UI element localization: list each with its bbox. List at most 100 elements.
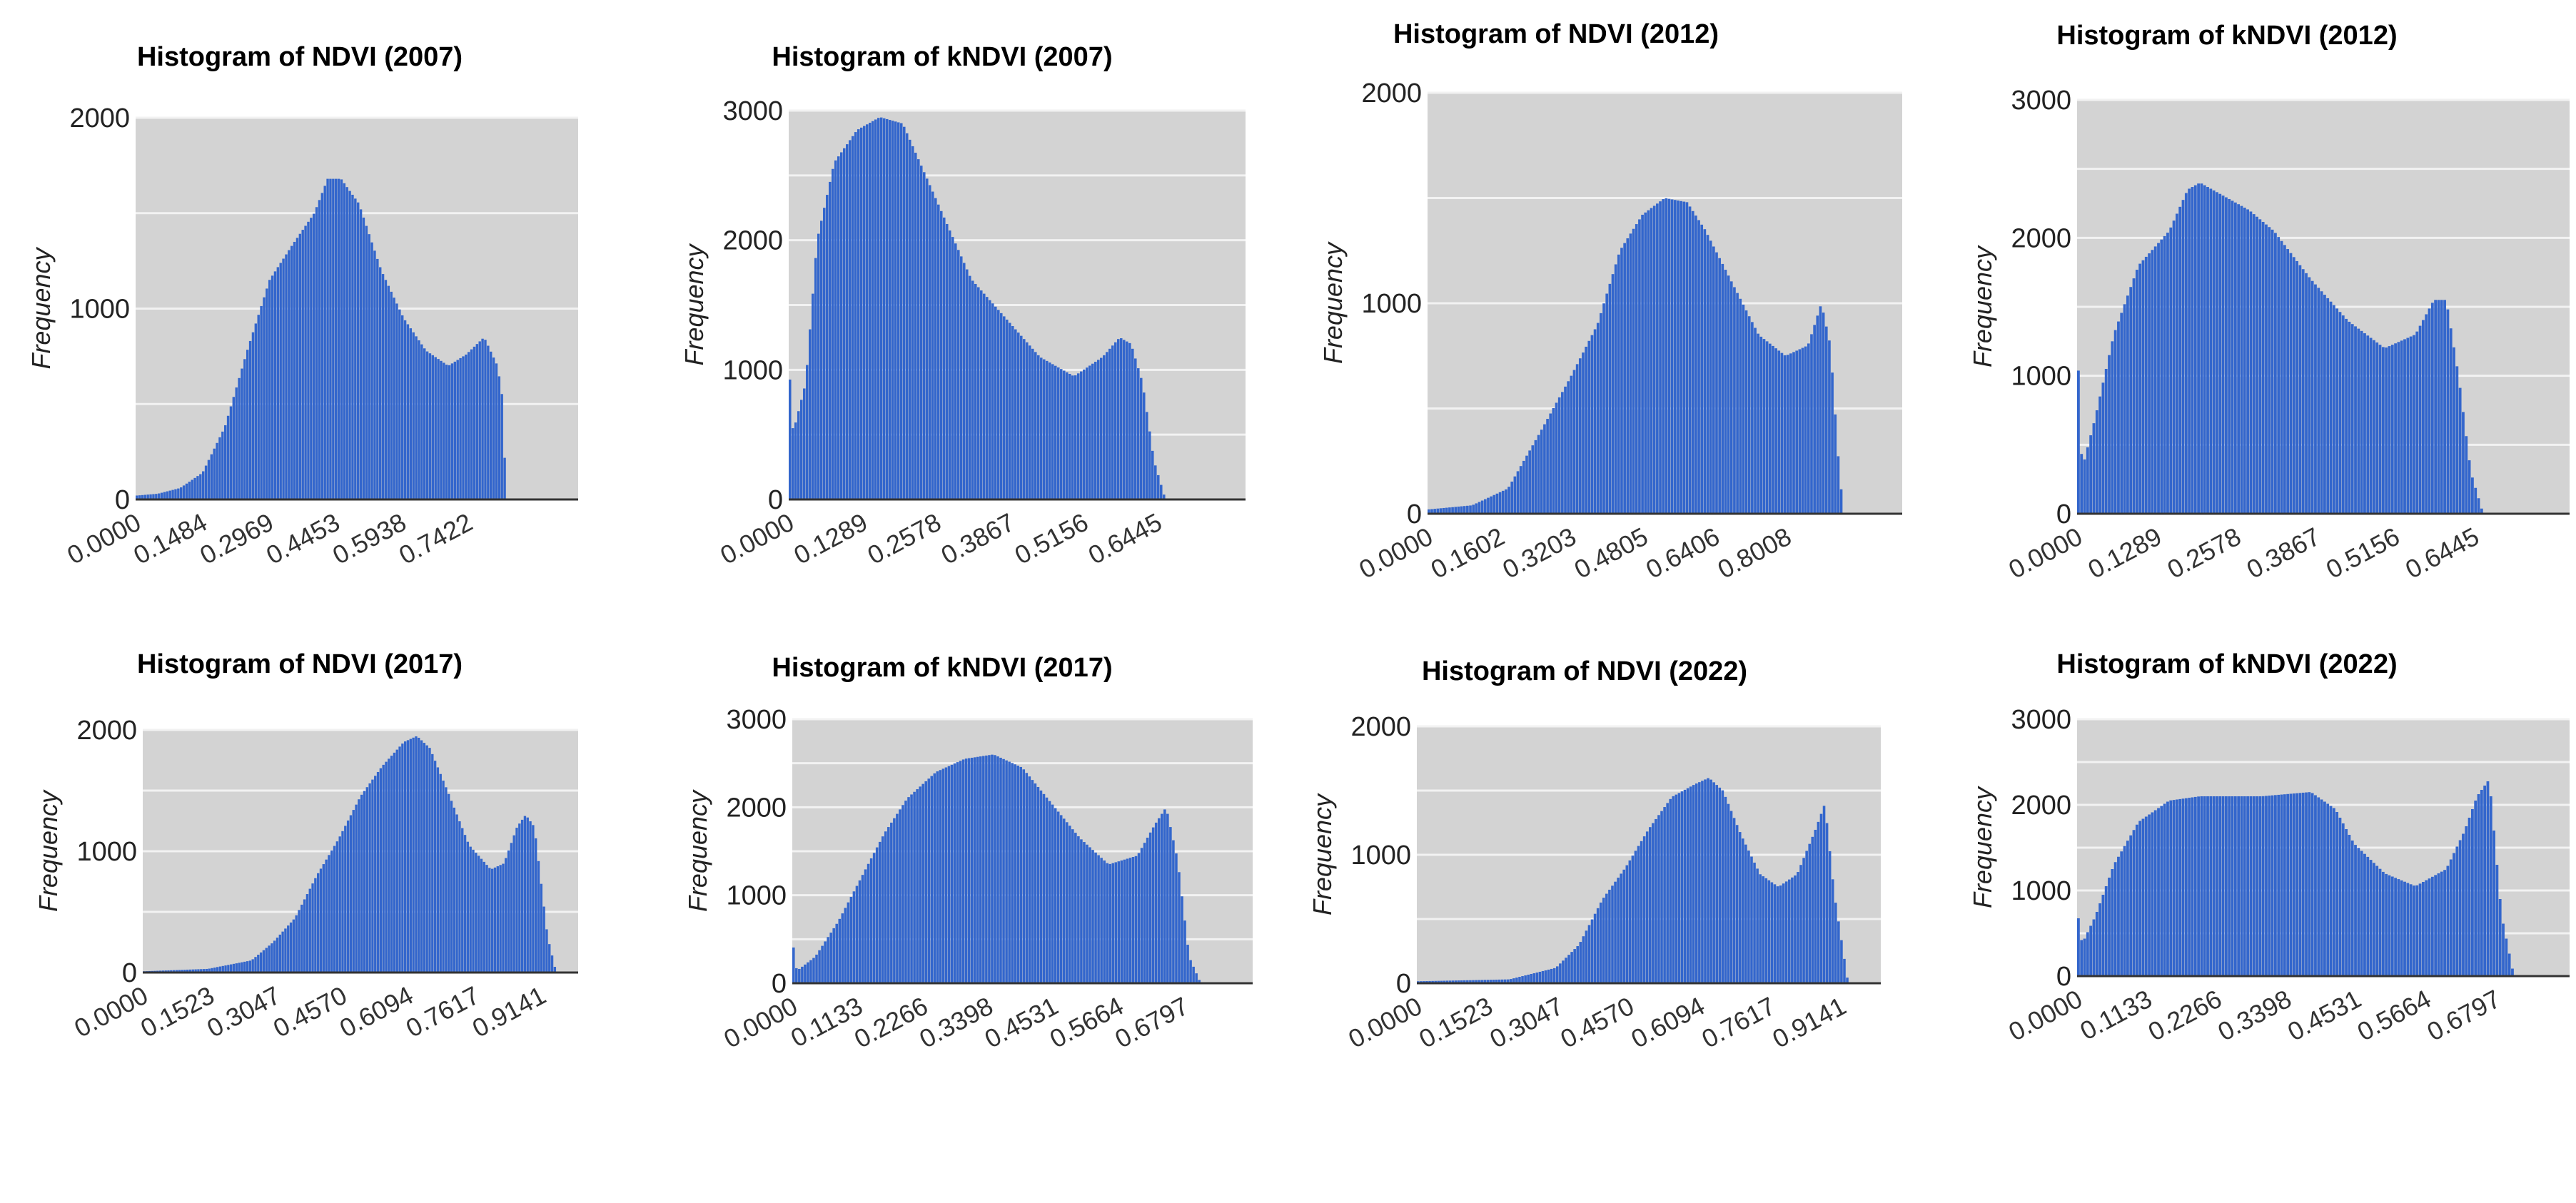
histogram-bar (2132, 278, 2136, 514)
histogram-bar (821, 945, 824, 983)
histogram-bar (1522, 460, 1525, 514)
x-tick-label: 0.0000 (2004, 984, 2086, 1047)
histogram-bar (1062, 818, 1066, 983)
histogram-bar (2095, 410, 2098, 514)
histogram-bar (235, 387, 238, 499)
histogram-bar (2366, 335, 2370, 514)
histogram-bar (1802, 858, 1805, 983)
histogram-bar (1805, 851, 1808, 983)
histogram-bar (849, 140, 852, 500)
histogram-bar (1198, 980, 1201, 983)
histogram-bar (817, 233, 820, 499)
histogram-bar (2240, 796, 2243, 976)
histogram-bar (1532, 973, 1536, 983)
histogram-bar (1151, 827, 1155, 983)
histogram-bar (1006, 319, 1009, 499)
histogram-bar (901, 805, 904, 983)
histogram-bar (483, 861, 485, 973)
histogram-bar (1645, 831, 1649, 983)
x-tick-label: 0.4453 (261, 507, 344, 570)
histogram-bar (2474, 801, 2477, 976)
histogram-bar (1635, 224, 1638, 514)
y-tick-label: 1000 (1350, 841, 1411, 870)
histogram-bar (2317, 797, 2320, 976)
histogram-bar (333, 846, 336, 973)
histogram-bar (442, 781, 445, 973)
histogram-bar (1049, 362, 1051, 499)
histogram-bar (2176, 213, 2178, 514)
histogram-bar (2108, 355, 2111, 514)
histogram-bar (1066, 372, 1069, 499)
histogram-bar (2397, 342, 2400, 514)
histogram-bar (953, 763, 956, 983)
histogram-bar (425, 745, 428, 973)
histogram-bar (964, 758, 968, 983)
histogram-bar (1562, 960, 1565, 983)
histogram-bar (1712, 246, 1715, 514)
chart-title: Histogram of kNDVI (2007) (772, 42, 1112, 72)
histogram-bar (1762, 339, 1766, 514)
histogram-bar (248, 340, 252, 499)
histogram-bar (2375, 342, 2379, 514)
histogram-bar (1680, 791, 1684, 983)
histogram-bar (2390, 345, 2394, 514)
histogram-bar (202, 471, 205, 499)
y-tick-label: 3000 (2011, 86, 2071, 116)
histogram-bar (456, 360, 459, 499)
histogram-bar (1567, 955, 1570, 983)
histogram-bar (979, 756, 982, 983)
histogram-bar (2289, 253, 2293, 514)
histogram-bar (1677, 200, 1680, 514)
histogram-bar (472, 849, 475, 973)
histogram-bar (303, 899, 306, 973)
histogram-bar (368, 234, 370, 499)
histogram-bar (924, 781, 927, 983)
histogram-bar (288, 250, 291, 499)
histogram-bar (1843, 958, 1846, 983)
histogram-bar (907, 797, 910, 983)
histogram-bar (2080, 454, 2083, 514)
histogram-bar (2418, 325, 2422, 514)
histogram-bar (929, 185, 931, 499)
histogram-bar (1014, 329, 1017, 499)
histogram-bar (1106, 352, 1108, 499)
histogram-bar (2169, 227, 2173, 514)
histogram-bar (1143, 392, 1146, 499)
histogram-bar (1585, 346, 1587, 514)
histogram-bar (1773, 884, 1777, 983)
histogram-bar (877, 118, 880, 499)
histogram-bar (852, 136, 854, 499)
histogram-bar (282, 258, 285, 499)
histogram-bar (835, 923, 839, 983)
histogram-bar (499, 865, 502, 973)
y-axis-label: Frequency (26, 246, 56, 369)
histogram-bar (177, 488, 180, 499)
histogram-bar (872, 121, 874, 499)
histogram-bar (1011, 763, 1014, 983)
histogram-bar (1721, 790, 1724, 983)
histogram-bar (1466, 980, 1469, 983)
chart-panel: Histogram of NDVI (2012) 0 1000 2000 0.0000 0… (1285, 0, 1927, 602)
histogram-bar (1042, 793, 1046, 983)
histogram-bar (1549, 413, 1552, 514)
histogram-bar (1469, 980, 1472, 983)
histogram-bar (1083, 842, 1086, 983)
histogram-bar (2101, 895, 2105, 976)
histogram-bar (2261, 796, 2265, 976)
histogram-bar (1497, 979, 1501, 983)
histogram-bar (2406, 883, 2410, 976)
histogram-bar (310, 218, 313, 499)
histogram-bar (1757, 333, 1760, 514)
histogram-bar (994, 306, 997, 499)
histogram-bar (2104, 886, 2108, 976)
histogram-bar (1640, 841, 1643, 983)
histogram-bar (1824, 326, 1828, 514)
histogram-bar (2216, 796, 2218, 976)
x-tick-label: 0.3867 (2242, 522, 2325, 584)
histogram-bar (259, 952, 263, 973)
histogram-bar (797, 411, 800, 499)
histogram-bar (2320, 291, 2323, 514)
histogram-bar (1638, 219, 1641, 514)
histogram-bar (358, 799, 360, 973)
